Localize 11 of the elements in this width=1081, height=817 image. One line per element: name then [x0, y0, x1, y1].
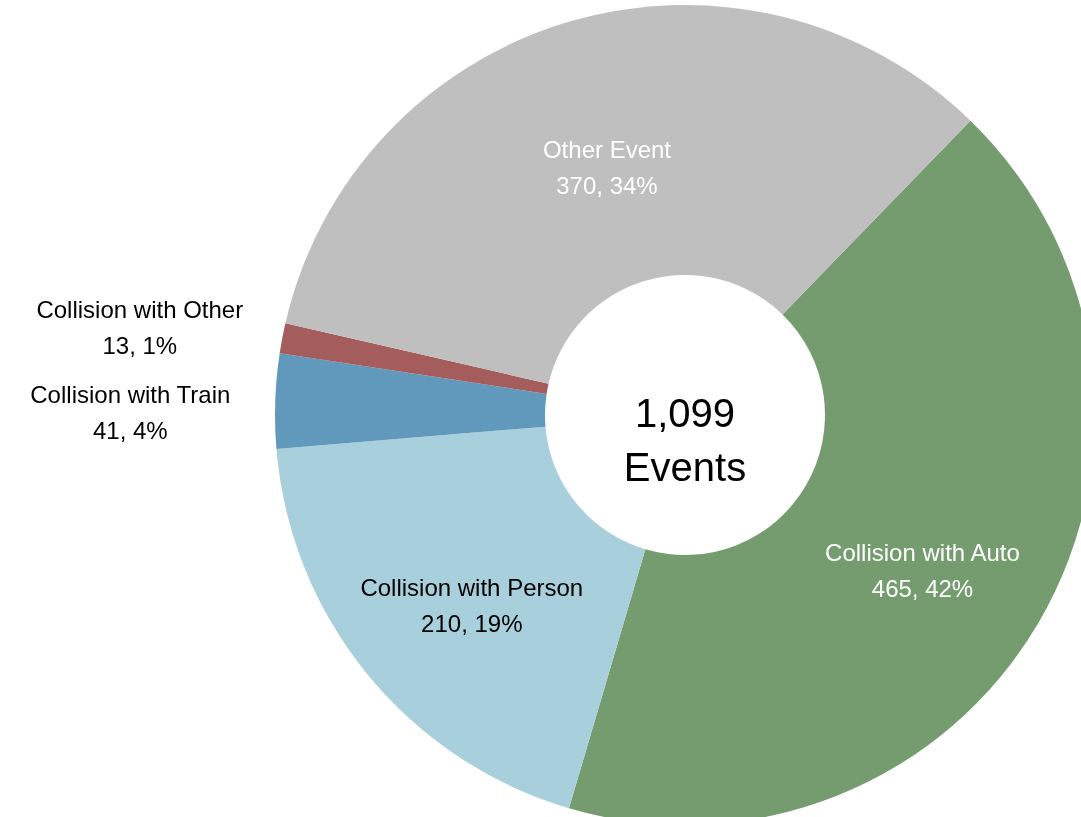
- slice-label: Collision with Train: [30, 381, 231, 409]
- slice-label: Collision with Person: [360, 573, 584, 601]
- slice-label: Collision with Other: [36, 296, 244, 324]
- data-label: 41, 4%: [92, 417, 168, 445]
- slice-label: Other Event: [542, 136, 672, 164]
- data-label: 465, 42%: [871, 574, 974, 602]
- data-label: 370, 34%: [556, 172, 658, 200]
- text: 1,099 Events: [623, 391, 747, 489]
- data-label: 210, 19%: [421, 609, 523, 637]
- slice-label: Collision with Auto: [825, 538, 1020, 566]
- data-label: 13, 1%: [102, 332, 178, 360]
